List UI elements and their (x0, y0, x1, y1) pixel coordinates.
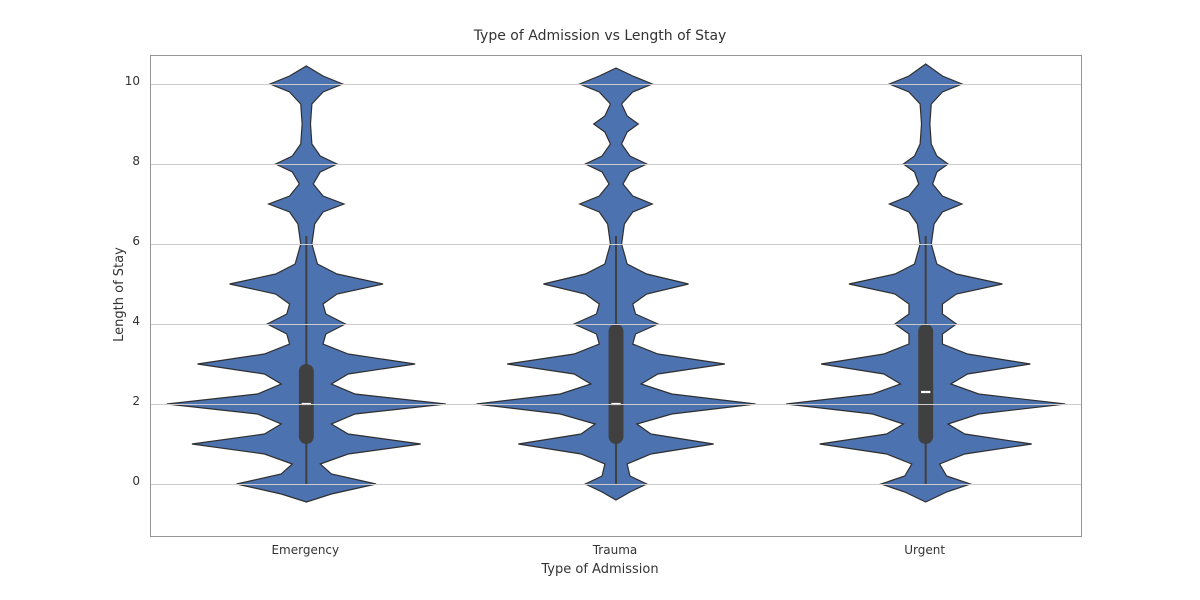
violin-box (609, 324, 624, 444)
violin-box (918, 324, 933, 444)
gridline (151, 164, 1081, 165)
gridline (151, 484, 1081, 485)
gridline (151, 84, 1081, 85)
y-tick-label: 0 (110, 474, 140, 488)
x-tick-label: Urgent (904, 543, 945, 557)
x-axis-label: Type of Admission (0, 562, 1200, 577)
gridline (151, 404, 1081, 405)
y-tick-label: 6 (110, 234, 140, 248)
y-tick-label: 8 (110, 154, 140, 168)
x-tick-label: Trauma (593, 543, 638, 557)
y-tick-label: 2 (110, 394, 140, 408)
violin-svg-layer (151, 56, 1081, 536)
gridline (151, 324, 1081, 325)
y-tick-label: 4 (110, 314, 140, 328)
y-tick-label: 10 (110, 74, 140, 88)
gridline (151, 244, 1081, 245)
x-tick-label: Emergency (271, 543, 339, 557)
figure: Type of Admission vs Length of Stay Leng… (0, 0, 1200, 600)
plot-area (150, 55, 1082, 537)
chart-title: Type of Admission vs Length of Stay (0, 28, 1200, 44)
